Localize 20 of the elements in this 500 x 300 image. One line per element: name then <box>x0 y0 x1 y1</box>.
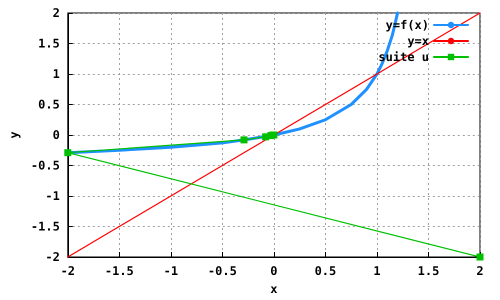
x-tick-label: 0 <box>270 264 278 278</box>
y-tick-label: -1 <box>45 189 60 203</box>
y-tick-label: 1.5 <box>38 36 60 50</box>
x-tick-label: 1.5 <box>418 264 440 278</box>
y-tick-label: -2 <box>45 250 60 264</box>
x-tick-label: 2 <box>476 264 484 278</box>
x-tick-label: 0.5 <box>314 264 336 278</box>
x-tick-label: -0.5 <box>208 264 237 278</box>
x-tick-label: -1 <box>164 264 178 278</box>
x-tick-label: 1 <box>373 264 381 278</box>
y-axis-title: y <box>7 131 21 139</box>
y-tick-label: 2 <box>52 6 60 20</box>
legend-label: y=x <box>407 34 429 48</box>
y-tick-label: -1.5 <box>30 220 60 234</box>
y-tick-label: -0.5 <box>30 158 60 172</box>
y-tick-label: 1 <box>52 67 60 81</box>
y-tick-label: 0 <box>52 128 60 142</box>
y-tick-label: 0.5 <box>38 98 60 112</box>
x-axis-title: x <box>270 282 278 296</box>
x-tick-label: -1.5 <box>104 264 134 278</box>
